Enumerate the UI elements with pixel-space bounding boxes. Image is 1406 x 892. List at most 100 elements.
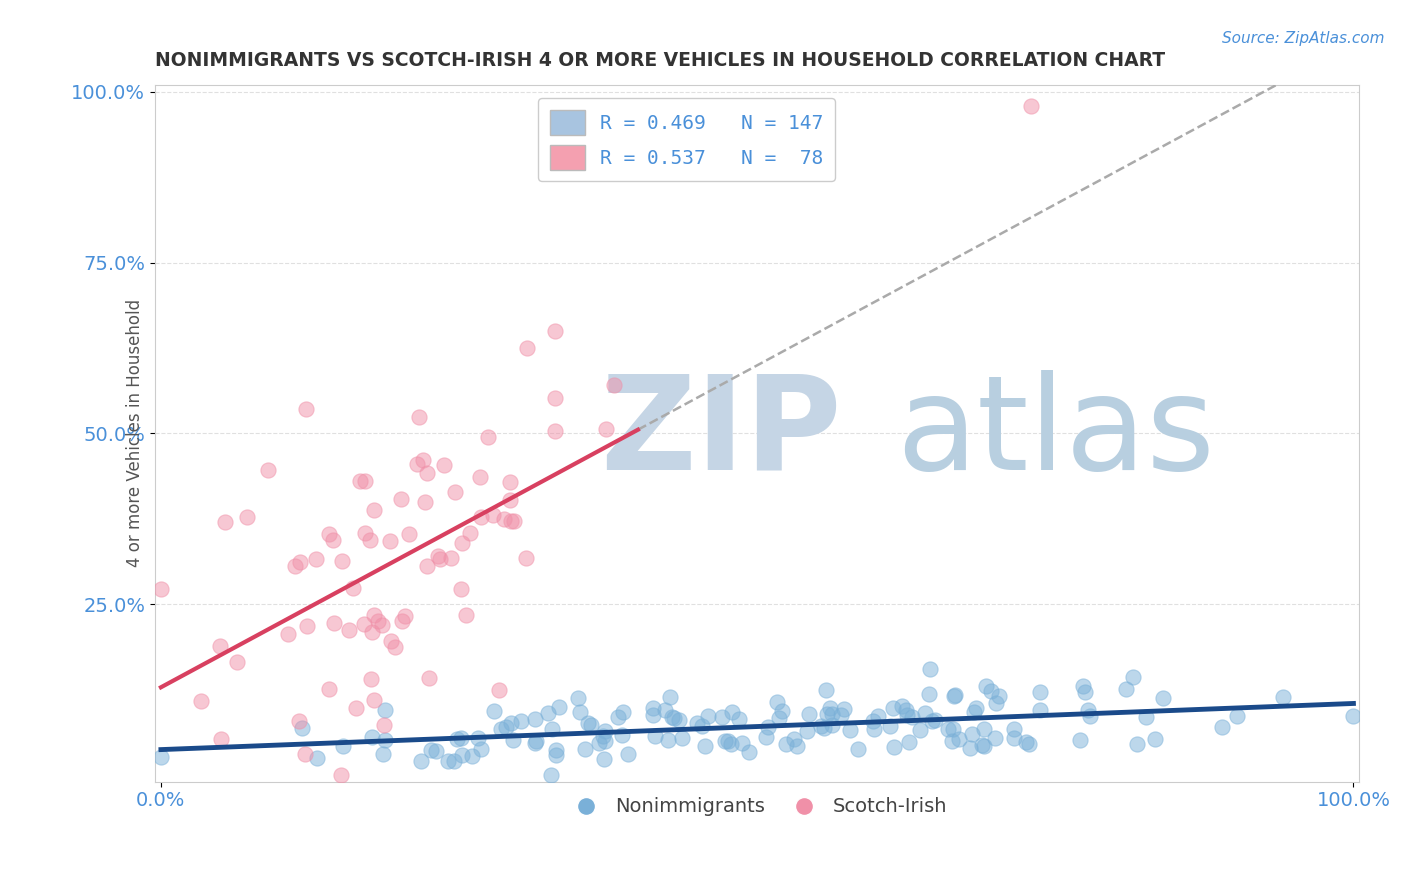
Point: [617, 747, 640, 761]
Point: [461, 748, 484, 763]
Point: [426, 549, 449, 563]
Point: [696, 709, 718, 723]
Point: [641, 708, 664, 723]
Point: [661, 710, 683, 724]
Point: [1021, 98, 1043, 112]
Point: [659, 690, 682, 704]
Point: [830, 708, 852, 723]
Point: [477, 430, 499, 444]
Point: [398, 526, 420, 541]
Point: [318, 527, 340, 541]
Point: [349, 474, 371, 488]
Point: [433, 458, 456, 473]
Point: [786, 739, 808, 754]
Point: [863, 723, 886, 737]
Point: [501, 514, 523, 528]
Point: [418, 672, 440, 686]
Point: [214, 515, 236, 529]
Point: [942, 690, 965, 704]
Point: [593, 752, 616, 766]
Point: [970, 738, 993, 752]
Point: [361, 731, 384, 745]
Point: [384, 640, 406, 655]
Point: [948, 732, 970, 747]
Point: [256, 463, 278, 477]
Point: [295, 619, 318, 633]
Point: [503, 514, 526, 528]
Point: [576, 716, 599, 731]
Point: [815, 707, 838, 722]
Point: [373, 747, 395, 761]
Point: [499, 493, 522, 508]
Point: [291, 721, 314, 735]
Point: [921, 714, 943, 728]
Point: [595, 422, 617, 436]
Point: [451, 748, 474, 763]
Point: [540, 768, 562, 782]
Point: [305, 552, 328, 566]
Point: [896, 708, 918, 723]
Point: [363, 693, 385, 707]
Point: [373, 718, 395, 732]
Point: [429, 552, 451, 566]
Point: [1152, 691, 1174, 706]
Point: [1115, 681, 1137, 696]
Point: [454, 607, 477, 622]
Point: [1071, 680, 1094, 694]
Point: [574, 742, 596, 756]
Point: [446, 732, 468, 747]
Point: [821, 707, 844, 722]
Text: atlas: atlas: [896, 370, 1215, 497]
Point: [755, 730, 778, 744]
Point: [686, 715, 709, 730]
Point: [482, 508, 505, 523]
Point: [409, 754, 432, 768]
Point: [846, 741, 869, 756]
Point: [354, 474, 377, 488]
Point: [323, 616, 346, 631]
Point: [367, 614, 389, 628]
Point: [394, 608, 416, 623]
Point: [770, 704, 793, 718]
Point: [643, 700, 665, 714]
Point: [509, 714, 531, 729]
Point: [973, 722, 995, 736]
Point: [537, 706, 560, 721]
Point: [796, 724, 818, 739]
Point: [610, 728, 633, 742]
Point: [987, 690, 1010, 704]
Point: [482, 705, 505, 719]
Point: [938, 722, 960, 736]
Point: [416, 559, 439, 574]
Point: [959, 741, 981, 756]
Point: [353, 617, 375, 632]
Point: [344, 700, 367, 714]
Point: [986, 696, 1008, 710]
Point: [523, 712, 546, 726]
Point: [416, 466, 439, 480]
Point: [984, 731, 1007, 745]
Point: [821, 718, 844, 732]
Point: [579, 717, 602, 731]
Point: [190, 694, 212, 708]
Point: [568, 705, 591, 719]
Point: [380, 534, 402, 549]
Point: [810, 719, 832, 733]
Point: [363, 502, 385, 516]
Point: [731, 736, 754, 750]
Text: NONIMMIGRANTS VS SCOTCH-IRISH 4 OR MORE VEHICLES IN HOUSEHOLD CORRELATION CHART: NONIMMIGRANTS VS SCOTCH-IRISH 4 OR MORE …: [155, 51, 1166, 70]
Point: [894, 703, 917, 717]
Point: [1122, 670, 1144, 684]
Point: [766, 695, 789, 709]
Point: [546, 748, 568, 763]
Point: [973, 739, 995, 753]
Point: [942, 723, 965, 737]
Point: [720, 738, 742, 752]
Point: [318, 682, 340, 697]
Point: [914, 706, 936, 720]
Legend: Nonimmigrants, Scotch-Irish: Nonimmigrants, Scotch-Irish: [558, 789, 956, 824]
Point: [717, 734, 740, 748]
Point: [690, 719, 713, 733]
Point: [980, 684, 1002, 698]
Point: [419, 743, 441, 757]
